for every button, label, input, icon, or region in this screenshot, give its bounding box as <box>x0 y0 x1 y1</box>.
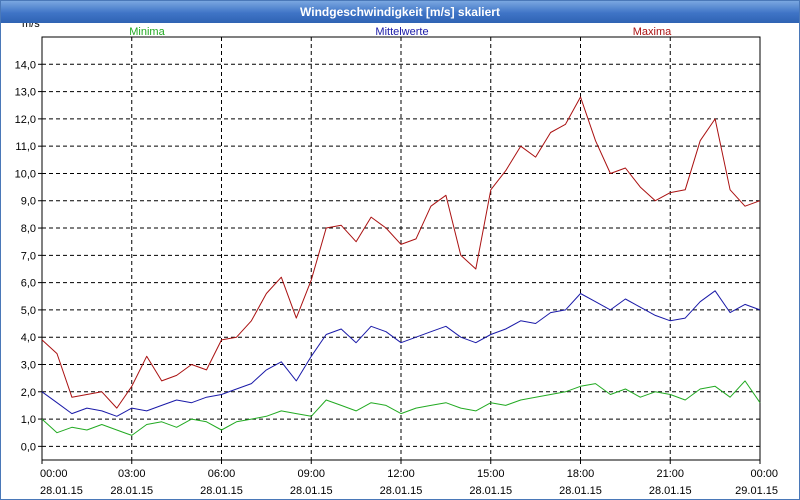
x-tick-time: 12:00 <box>387 468 415 480</box>
series-line-maxima <box>41 96 761 409</box>
x-tick-time: 00:00 <box>750 468 778 480</box>
y-tick-label: 10,0 <box>15 168 36 180</box>
y-tick-label: 6,0 <box>21 278 36 290</box>
x-tick-date: 28.01.15 <box>110 485 153 497</box>
window-title: Windgeschwindigkeit [m/s] skaliert <box>1 1 799 23</box>
y-tick-label: 1,0 <box>21 414 36 426</box>
labels: 0,0 1,0 2,0 3,0 4,0 5,0 6,0 7,0 8,0 9,0 10,0 11,0 12… <box>15 23 778 497</box>
y-tick-label: 12,0 <box>15 114 36 126</box>
y-tick-label: 7,0 <box>21 250 36 262</box>
y-tick-label: 9,0 <box>21 196 36 208</box>
x-tick-date: 28.01.15 <box>649 485 692 497</box>
x-tick-date: 28.01.15 <box>40 485 83 497</box>
line-chart: 0,0 1,0 2,0 3,0 4,0 5,0 6,0 7,0 8,0 9,0 10,0 11,0 12… <box>15 23 778 497</box>
grid <box>42 37 760 460</box>
y-tick-label: 2,0 <box>21 387 36 399</box>
x-tick-time: 00:00 <box>40 468 68 480</box>
x-tick-date: 28.01.15 <box>380 485 423 497</box>
y-tick-label: 8,0 <box>21 223 36 235</box>
series-line-mittelwerte <box>41 290 761 417</box>
series-line-minima <box>41 380 761 436</box>
y-tick-label: 0,0 <box>21 441 36 453</box>
x-tick-time: 18:00 <box>567 468 595 480</box>
x-tick-date: 28.01.15 <box>290 485 333 497</box>
y-tick-label: 14,0 <box>15 59 36 71</box>
legend-minima: Minima <box>129 26 165 38</box>
y-tick-label: 3,0 <box>21 359 36 371</box>
axes <box>38 36 761 464</box>
y-axis-label: m/s <box>22 23 40 30</box>
legend-maxima: Maxima <box>633 26 672 38</box>
x-tick-date: 28.01.15 <box>200 485 243 497</box>
x-tick-time: 21:00 <box>656 468 684 480</box>
x-tick-date: 28.01.15 <box>469 485 512 497</box>
x-tick-date: 29.01.15 <box>735 485 778 497</box>
legend-mittelwerte: Mittelwerte <box>375 26 428 38</box>
y-tick-label: 5,0 <box>21 305 36 317</box>
y-tick-label: 13,0 <box>15 87 36 99</box>
x-tick-time: 15:00 <box>477 468 505 480</box>
x-tick-time: 06:00 <box>208 468 236 480</box>
x-tick-date: 28.01.15 <box>559 485 602 497</box>
x-tick-time: 03:00 <box>118 468 146 480</box>
y-tick-label: 11,0 <box>15 141 36 153</box>
series <box>41 96 761 436</box>
x-tick-time: 09:00 <box>297 468 325 480</box>
y-tick-label: 4,0 <box>21 332 36 344</box>
